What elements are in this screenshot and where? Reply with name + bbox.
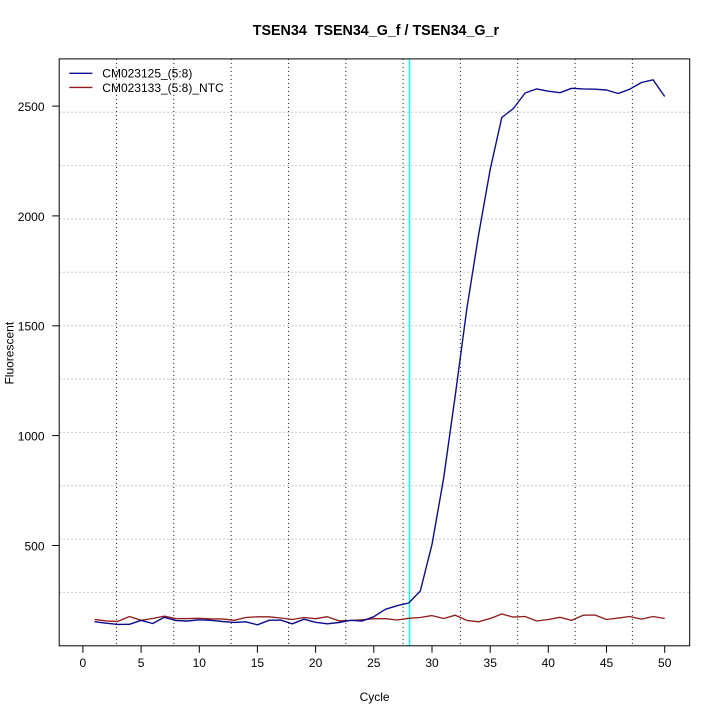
svg-text:2500: 2500 [18,100,45,114]
svg-text:15: 15 [251,656,265,670]
svg-text:30: 30 [425,656,439,670]
svg-text:500: 500 [24,539,44,553]
svg-text:0: 0 [80,656,87,670]
svg-text:5: 5 [138,656,145,670]
svg-text:CM023125_(5:8): CM023125_(5:8) [102,67,192,81]
svg-text:1500: 1500 [18,320,45,334]
svg-text:CM023133_(5:8)_NTC: CM023133_(5:8)_NTC [102,81,224,95]
svg-text:Cycle: Cycle [360,690,390,704]
svg-text:40: 40 [542,656,556,670]
svg-text:25: 25 [367,656,381,670]
svg-text:2000: 2000 [18,210,45,224]
svg-text:Fluorescent: Fluorescent [3,321,17,384]
svg-text:10: 10 [193,656,207,670]
svg-text:50: 50 [658,656,672,670]
svg-text:1000: 1000 [18,429,45,443]
svg-text:45: 45 [600,656,614,670]
svg-text:TSEN34 TSEN34_G_f / TSEN34_G_: TSEN34 TSEN34_G_f / TSEN34_G_r [253,23,500,39]
svg-text:20: 20 [309,656,323,670]
svg-text:35: 35 [484,656,498,670]
